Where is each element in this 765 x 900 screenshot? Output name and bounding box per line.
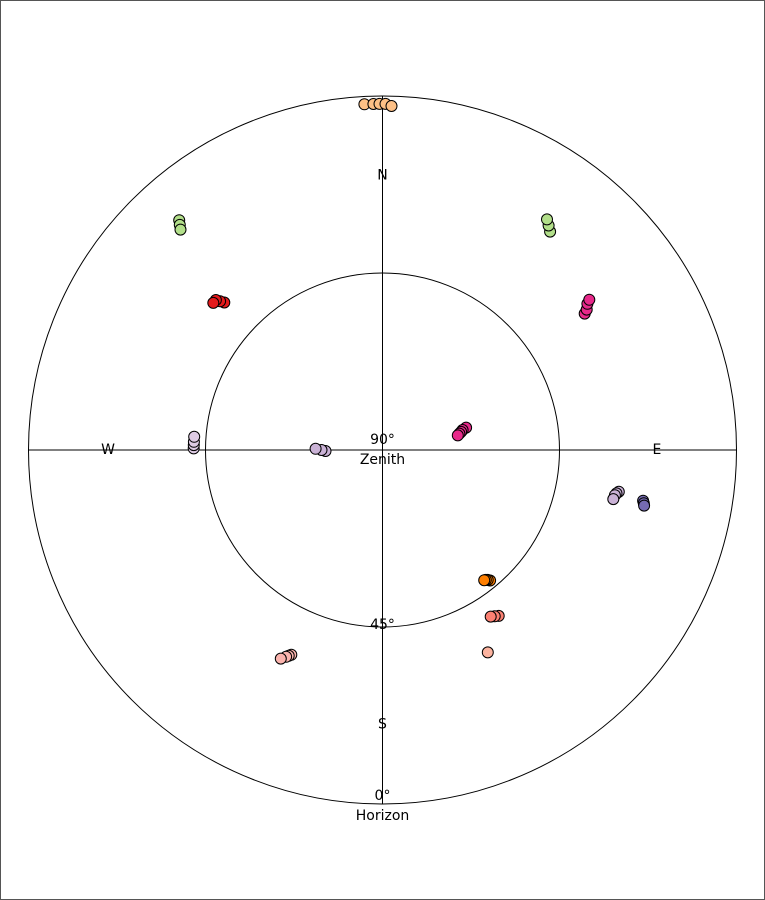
satellite-track bbox=[207, 294, 231, 309]
satellite-tracks bbox=[173, 97, 651, 665]
skyplot-grid bbox=[28, 95, 737, 805]
elevation-caption: Zenith bbox=[360, 452, 405, 468]
direction-label-s: S bbox=[378, 716, 387, 732]
satellite-track bbox=[309, 442, 332, 457]
direction-label-e: E bbox=[652, 442, 661, 458]
satellite-point bbox=[451, 429, 464, 442]
satellite-track bbox=[187, 430, 201, 455]
satellite-track bbox=[637, 494, 651, 512]
satellite-track bbox=[481, 646, 494, 659]
satellite-point bbox=[309, 442, 322, 455]
satellite-point bbox=[484, 610, 497, 623]
satellite-track bbox=[578, 293, 596, 320]
satellite-point bbox=[583, 293, 596, 306]
satellite-track bbox=[173, 214, 187, 236]
direction-label-w: W bbox=[101, 442, 115, 458]
satellite-point bbox=[188, 430, 201, 443]
satellite-track bbox=[484, 609, 505, 623]
satellite-point bbox=[385, 100, 398, 112]
satellite-point bbox=[607, 493, 620, 506]
elevation-label: 0° bbox=[375, 788, 391, 804]
satellite-track bbox=[451, 421, 473, 442]
satellite-point bbox=[207, 296, 220, 309]
elevation-label: 45° bbox=[370, 617, 395, 633]
satellite-point bbox=[541, 213, 553, 226]
satellite-track bbox=[358, 97, 398, 112]
elevation-label: 90° bbox=[370, 432, 395, 448]
satellite-track bbox=[607, 485, 625, 506]
direction-label-n: N bbox=[377, 168, 387, 184]
satellite-track bbox=[541, 213, 557, 238]
satellite-point bbox=[478, 574, 491, 587]
satellite-point bbox=[481, 646, 494, 659]
satellite-track bbox=[478, 573, 497, 587]
skyplot-labels: N E S W 90° Zenith 45° 0° Horizon bbox=[101, 168, 661, 824]
elevation-caption: Horizon bbox=[356, 808, 410, 824]
satellite-point bbox=[274, 652, 287, 665]
satellite-point bbox=[174, 223, 187, 236]
satellite-track bbox=[274, 648, 298, 665]
satellite-point bbox=[638, 499, 651, 512]
